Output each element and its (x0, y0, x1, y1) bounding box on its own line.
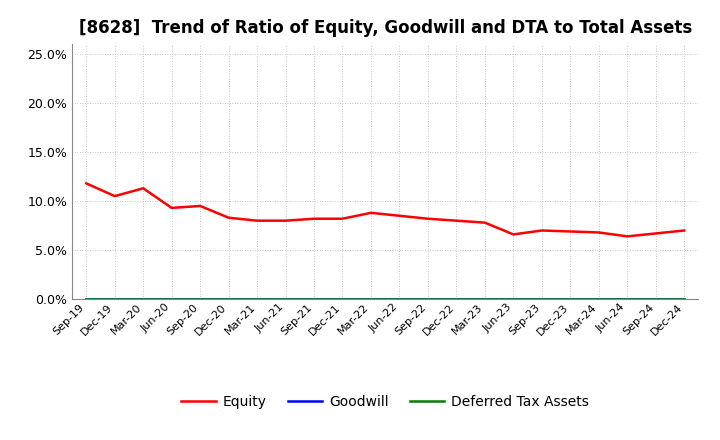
Goodwill (509, 297, 518, 302)
Equity (509, 232, 518, 237)
Equity (595, 230, 603, 235)
Deferred Tax Assets (680, 297, 688, 302)
Goodwill (110, 297, 119, 302)
Deferred Tax Assets (395, 297, 404, 302)
Equity (423, 216, 432, 221)
Deferred Tax Assets (423, 297, 432, 302)
Goodwill (652, 297, 660, 302)
Goodwill (338, 297, 347, 302)
Equity (623, 234, 631, 239)
Equity (395, 213, 404, 218)
Equity (196, 203, 204, 209)
Deferred Tax Assets (480, 297, 489, 302)
Equity (338, 216, 347, 221)
Goodwill (253, 297, 261, 302)
Deferred Tax Assets (110, 297, 119, 302)
Line: Equity: Equity (86, 183, 684, 236)
Goodwill (225, 297, 233, 302)
Deferred Tax Assets (452, 297, 461, 302)
Goodwill (366, 297, 375, 302)
Goodwill (395, 297, 404, 302)
Deferred Tax Assets (139, 297, 148, 302)
Goodwill (167, 297, 176, 302)
Deferred Tax Assets (595, 297, 603, 302)
Deferred Tax Assets (310, 297, 318, 302)
Deferred Tax Assets (652, 297, 660, 302)
Deferred Tax Assets (225, 297, 233, 302)
Goodwill (537, 297, 546, 302)
Deferred Tax Assets (566, 297, 575, 302)
Goodwill (452, 297, 461, 302)
Goodwill (82, 297, 91, 302)
Deferred Tax Assets (82, 297, 91, 302)
Equity (110, 194, 119, 199)
Goodwill (623, 297, 631, 302)
Goodwill (595, 297, 603, 302)
Equity (139, 186, 148, 191)
Deferred Tax Assets (623, 297, 631, 302)
Deferred Tax Assets (366, 297, 375, 302)
Deferred Tax Assets (282, 297, 290, 302)
Deferred Tax Assets (253, 297, 261, 302)
Goodwill (139, 297, 148, 302)
Equity (652, 231, 660, 236)
Deferred Tax Assets (167, 297, 176, 302)
Equity (225, 215, 233, 220)
Goodwill (480, 297, 489, 302)
Goodwill (680, 297, 688, 302)
Goodwill (196, 297, 204, 302)
Equity (366, 210, 375, 216)
Equity (452, 218, 461, 224)
Deferred Tax Assets (338, 297, 347, 302)
Equity (480, 220, 489, 225)
Equity (167, 205, 176, 211)
Title: [8628]  Trend of Ratio of Equity, Goodwill and DTA to Total Assets: [8628] Trend of Ratio of Equity, Goodwil… (78, 19, 692, 37)
Equity (310, 216, 318, 221)
Goodwill (282, 297, 290, 302)
Equity (680, 228, 688, 233)
Deferred Tax Assets (509, 297, 518, 302)
Goodwill (310, 297, 318, 302)
Goodwill (423, 297, 432, 302)
Equity (82, 181, 91, 186)
Equity (282, 218, 290, 224)
Goodwill (566, 297, 575, 302)
Equity (537, 228, 546, 233)
Deferred Tax Assets (537, 297, 546, 302)
Legend: Equity, Goodwill, Deferred Tax Assets: Equity, Goodwill, Deferred Tax Assets (176, 390, 595, 415)
Equity (253, 218, 261, 224)
Equity (566, 229, 575, 234)
Deferred Tax Assets (196, 297, 204, 302)
